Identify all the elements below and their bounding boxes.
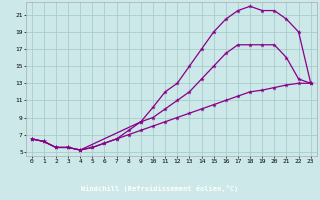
Text: Windchill (Refroidissement éolien,°C): Windchill (Refroidissement éolien,°C) (81, 184, 239, 192)
